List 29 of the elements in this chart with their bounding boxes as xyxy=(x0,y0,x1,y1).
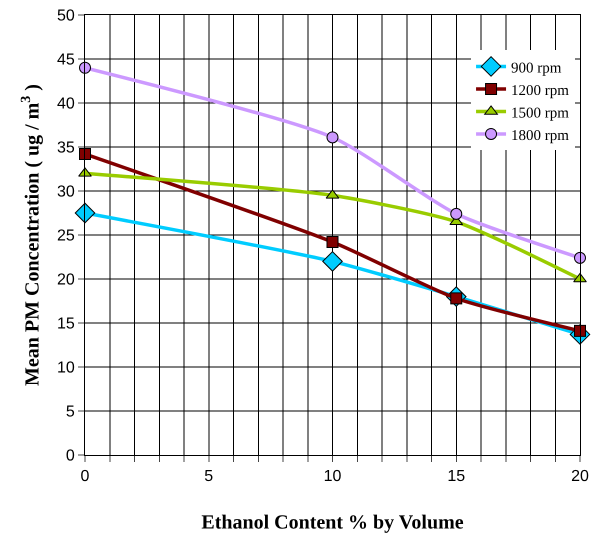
x-tick-label: 0 xyxy=(80,468,90,486)
x-tick-label: 10 xyxy=(324,468,342,486)
y-tick-label: 50 xyxy=(57,8,75,25)
legend-label: 1800 rpm xyxy=(511,128,570,144)
y-tick-label: 20 xyxy=(57,272,75,289)
point xyxy=(450,208,462,220)
y-tick-label: 10 xyxy=(57,360,75,377)
point xyxy=(326,131,338,144)
point xyxy=(326,236,338,248)
x-axis-title: Ethanol Content % by Volume xyxy=(201,512,464,534)
y-tick-label: 5 xyxy=(66,404,75,421)
x-tick-label: 15 xyxy=(447,468,466,486)
y-tick-label: 45 xyxy=(57,52,75,69)
point xyxy=(574,252,586,264)
x-tick-label: 20 xyxy=(571,468,589,486)
x-tick-label: 5 xyxy=(204,468,214,486)
y-tick-label: 30 xyxy=(57,184,75,201)
y-tick-label: 35 xyxy=(57,140,75,157)
point xyxy=(79,148,91,160)
legend-label: 900 rpm xyxy=(511,60,562,76)
point xyxy=(79,62,91,74)
y-tick-label: 0 xyxy=(66,448,75,465)
y-tick-label: 40 xyxy=(57,96,75,113)
point xyxy=(322,251,343,272)
point xyxy=(326,189,340,199)
legend-label: 1500 rpm xyxy=(511,105,570,122)
y-tick-label: 15 xyxy=(57,316,75,333)
legend-label: 1200 rpm xyxy=(511,82,570,99)
y-tick-label: 25 xyxy=(57,228,75,245)
